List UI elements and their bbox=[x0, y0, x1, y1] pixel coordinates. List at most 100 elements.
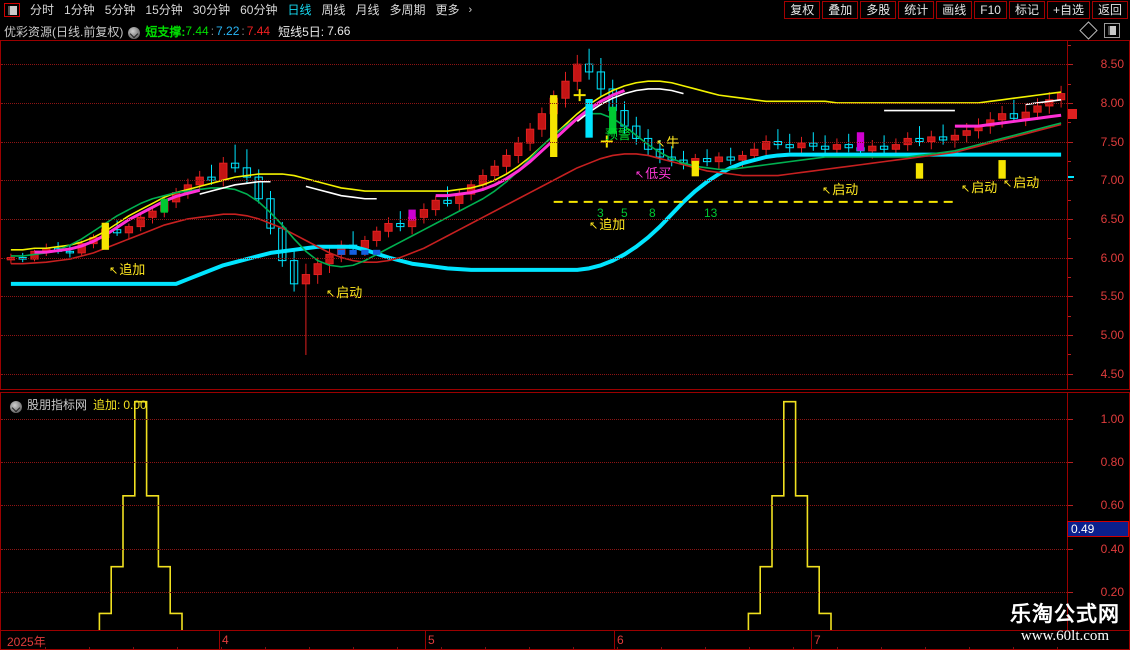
candle-body-down bbox=[289, 260, 299, 285]
yellow-signal-bar bbox=[915, 163, 924, 179]
candle-body-down bbox=[879, 145, 889, 150]
price-axis-tick-1 bbox=[1068, 102, 1073, 104]
chevron-right-icon[interactable]: › bbox=[468, 4, 473, 16]
candle-body-down bbox=[254, 176, 263, 200]
toolbar-button-3[interactable]: 统计 bbox=[898, 1, 935, 19]
price-axis-tick-6 bbox=[1068, 296, 1073, 298]
panel-toggle-icon[interactable] bbox=[1104, 23, 1120, 38]
yellow-signal-bar bbox=[550, 95, 558, 157]
toolbar-button-5[interactable]: F10 bbox=[974, 1, 1007, 19]
time-axis-tick bbox=[397, 647, 398, 649]
period-tab-10[interactable]: 更多 bbox=[435, 3, 460, 17]
price-gridline-5 bbox=[1, 257, 1069, 259]
green-signal-bar bbox=[160, 198, 168, 213]
period-tab-7[interactable]: 周线 bbox=[321, 3, 346, 17]
price-gridline-4 bbox=[1, 218, 1069, 220]
period-tab-9[interactable]: 多周期 bbox=[389, 3, 426, 17]
time-axis-tick bbox=[793, 647, 794, 649]
diamond-icon[interactable] bbox=[1079, 21, 1098, 40]
time-axis-tick bbox=[617, 647, 618, 649]
toolbar-right-buttons: 复权 叠加 多股 统计 画线 F10 标记 +自选 返回 bbox=[782, 0, 1128, 20]
toolbar-button-0[interactable]: 复权 bbox=[784, 1, 821, 19]
price-plot-area[interactable]: ↖追加 ↖启动 ↖追加 预警 ↖牛 ↖低买 ↖启动 ↖启动 ↖启动 3 5 8 13 bbox=[1, 41, 1069, 389]
toolbar-button-2[interactable]: 多股 bbox=[860, 1, 897, 19]
indicator-plot-area[interactable] bbox=[1, 393, 1069, 635]
candle-body-down bbox=[266, 198, 275, 229]
time-axis-panel[interactable]: 2025年 4 5 6 7 bbox=[0, 630, 1130, 650]
period-tab-8[interactable]: 月线 bbox=[355, 3, 380, 17]
indicator-axis-scale[interactable]: 1.00 0.80 0.60 0.40 0.20 0.49 bbox=[1067, 393, 1129, 635]
price-axis-label-1: 8.00 bbox=[1100, 95, 1124, 110]
magenta-signal-bar bbox=[408, 209, 416, 221]
indicator-axis-tick-4 bbox=[1068, 591, 1073, 593]
indicator-header: 股朋指标网 追加: 0.00 bbox=[5, 396, 147, 413]
indicator-current-value: 0.00 bbox=[123, 397, 147, 412]
panel-toggle-icon[interactable] bbox=[4, 3, 20, 17]
candle-body-up bbox=[573, 63, 582, 82]
candle-body-down bbox=[65, 250, 75, 254]
period-tab-1[interactable]: 1分钟 bbox=[64, 3, 95, 17]
time-axis-tick bbox=[221, 647, 222, 649]
price-chart-panel[interactable]: ↖追加 ↖启动 ↖追加 预警 ↖牛 ↖低买 ↖启动 ↖启动 ↖启动 3 5 8 13 8.50 8.00 7… bbox=[0, 40, 1130, 390]
price-axis-label-4: 6.50 bbox=[1100, 211, 1124, 226]
annotation-arrow-icon: ↖ bbox=[589, 220, 599, 232]
indicator-chart-panel[interactable]: 股朋指标网 追加: 0.00 1.00 0.80 0.60 0.40 0.20 0.49 bbox=[0, 392, 1130, 636]
current-price-marker bbox=[1068, 108, 1077, 119]
candle-body-down bbox=[396, 223, 405, 228]
period-tab-0[interactable]: 分时 bbox=[30, 3, 55, 17]
time-axis-label-0: 2025年 bbox=[7, 635, 46, 649]
price-axis-label-2: 7.50 bbox=[1100, 134, 1124, 149]
watermark-url: www.60lt.com bbox=[1020, 628, 1110, 644]
candle-body-down bbox=[443, 199, 452, 204]
period-tab-4[interactable]: 30分钟 bbox=[192, 3, 231, 17]
toolbar-button-1[interactable]: 叠加 bbox=[822, 1, 859, 19]
period-tab-6[interactable]: 日线 bbox=[287, 3, 312, 17]
candle-body-up bbox=[384, 223, 393, 232]
toolbar-button-7[interactable]: +自选 bbox=[1046, 1, 1090, 19]
annotation-label: 追加 bbox=[599, 217, 626, 232]
indicator-value-3: 7.44 bbox=[246, 24, 271, 38]
period-tab-5[interactable]: 60分钟 bbox=[240, 3, 278, 17]
candle-body-up bbox=[537, 113, 547, 130]
candle-body-down bbox=[809, 142, 818, 147]
candle-body-up bbox=[738, 154, 747, 161]
price-gridline-6 bbox=[1, 296, 1069, 298]
price-axis-tick-4 bbox=[1068, 218, 1073, 220]
candle-body-down bbox=[844, 144, 853, 149]
candle-body-down bbox=[938, 136, 948, 141]
price-gridline-8 bbox=[1, 373, 1069, 375]
toolbar-button-6[interactable]: 标记 bbox=[1008, 1, 1045, 19]
chart-annotation-8: ↖启动 bbox=[1003, 172, 1039, 191]
time-axis-label-2: 5 bbox=[428, 633, 435, 647]
candle-body-up bbox=[372, 230, 381, 242]
price-axis-scale[interactable]: 8.50 8.00 7.50 7.00 6.50 6.00 5.50 5.00 4.50 bbox=[1067, 41, 1129, 389]
price-axis-minor-tick bbox=[1068, 315, 1071, 317]
candle-body-up bbox=[419, 209, 429, 218]
toolbar-button-4[interactable]: 画线 bbox=[936, 1, 973, 19]
period-tab-3[interactable]: 15分钟 bbox=[145, 3, 183, 17]
price-axis-tick-7 bbox=[1068, 334, 1073, 336]
chevron-down-circle-icon[interactable] bbox=[10, 400, 22, 413]
time-axis-tick bbox=[749, 647, 750, 649]
candle-body-up bbox=[832, 144, 842, 150]
indicator-value-1: 7.44 bbox=[185, 24, 209, 38]
chart-annotation-5: ↖低买 bbox=[635, 163, 671, 182]
blue-signal-marker bbox=[349, 249, 357, 255]
period-tab-2[interactable]: 5分钟 bbox=[104, 3, 136, 17]
toolbar-button-8[interactable]: 返回 bbox=[1091, 1, 1128, 19]
annotation-label: 启动 bbox=[832, 182, 859, 197]
time-axis-tick bbox=[881, 647, 882, 649]
price-axis-minor-tick bbox=[1068, 83, 1071, 85]
time-axis-tick bbox=[265, 647, 266, 649]
time-axis-tick bbox=[969, 647, 970, 649]
time-axis-tick bbox=[353, 647, 354, 649]
candle-body-down bbox=[667, 156, 676, 161]
fib-count-label-1: 5 bbox=[621, 206, 628, 220]
white-trend-line bbox=[199, 180, 271, 195]
chevron-down-circle-icon[interactable] bbox=[128, 27, 141, 39]
time-axis-tick bbox=[45, 647, 46, 649]
stock-name-label: 优彩资源(日线.前复权) bbox=[4, 24, 124, 39]
chart-annotation-6: ↖启动 bbox=[822, 179, 858, 198]
candle-body-up bbox=[797, 142, 806, 149]
